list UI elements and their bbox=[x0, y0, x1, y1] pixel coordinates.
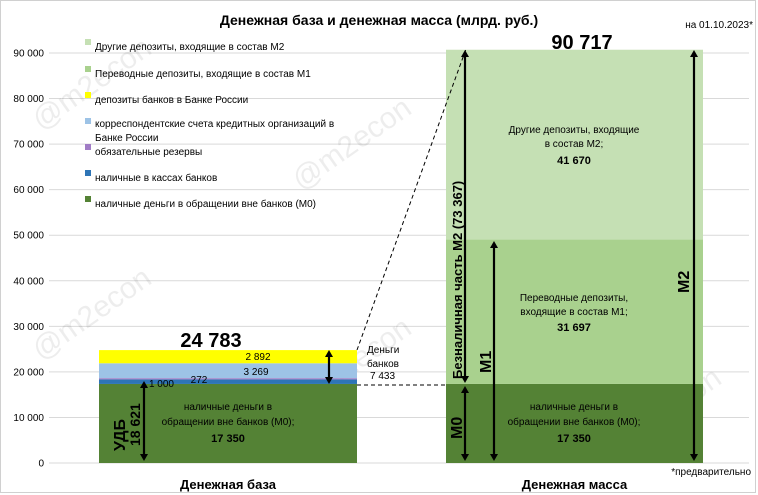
bar-segment bbox=[446, 239, 703, 384]
legend-swatch bbox=[85, 170, 91, 176]
y-tick-label: 70 000 bbox=[13, 140, 44, 151]
arrow-money-banks-head-top bbox=[325, 350, 333, 357]
bar-segment bbox=[99, 383, 357, 463]
segment-label-transfer-dep: входящие в состав М1; bbox=[520, 307, 628, 318]
arrow-noncash-head-top bbox=[461, 50, 469, 57]
udb-label: УДБ bbox=[112, 419, 129, 451]
chart-title: Денежная база и денежная масса (млрд. ру… bbox=[220, 12, 538, 28]
legend-swatch bbox=[85, 144, 91, 150]
bar-segment bbox=[99, 378, 357, 380]
bar-segment bbox=[99, 363, 357, 379]
legend-swatch bbox=[85, 92, 91, 98]
m0-label: М0 bbox=[449, 417, 466, 439]
arrow-m2-head-top bbox=[690, 50, 698, 57]
segment-label-m0-base: наличные деньги в bbox=[184, 402, 272, 413]
segment-label-cash-banks: 1 000 bbox=[149, 379, 174, 390]
bar-segment bbox=[446, 49, 703, 240]
category-label: Денежная масса bbox=[522, 477, 628, 492]
legend-label: Другие депозиты, входящие в состав М2 bbox=[95, 42, 285, 53]
y-tick-label: 90 000 bbox=[13, 49, 44, 60]
segment-label-other-dep: в состав М2; bbox=[545, 139, 604, 150]
segment-label-m0-supply: наличные деньги в bbox=[530, 402, 618, 413]
bar-segment bbox=[99, 379, 357, 384]
money-banks-label: банков bbox=[367, 358, 399, 370]
m2-label: М2 bbox=[676, 271, 693, 293]
total-label: 90 717 bbox=[551, 32, 612, 54]
money-banks-value: 7 433 bbox=[370, 371, 395, 382]
y-tick-label: 60 000 bbox=[13, 185, 44, 196]
arrow-m1-head-top bbox=[490, 241, 498, 248]
legend-label: обязательные резервы bbox=[95, 146, 202, 158]
legend-swatch bbox=[85, 118, 91, 124]
y-tick-label: 80 000 bbox=[13, 94, 44, 105]
y-tick-label: 50 000 bbox=[13, 231, 44, 242]
y-tick-label: 40 000 bbox=[13, 276, 44, 287]
arrow-m0-head-top bbox=[461, 386, 469, 393]
bar-segment bbox=[446, 383, 703, 463]
y-tick-label: 20 000 bbox=[13, 367, 44, 378]
arrow-money-banks-head-bottom bbox=[325, 377, 333, 384]
legend-label: наличные деньги в обращении вне банков (… bbox=[95, 198, 316, 210]
arrow-m2-head-bottom bbox=[690, 454, 698, 461]
category-label: Денежная база bbox=[180, 477, 277, 492]
arrow-udb-head-bottom bbox=[140, 454, 148, 461]
total-label: 24 783 bbox=[180, 330, 241, 352]
legend-label: депозиты банков в Банке России bbox=[95, 94, 248, 106]
legend-label: корреспондентские счета кредитных органи… bbox=[95, 119, 334, 130]
bar-segment bbox=[99, 350, 357, 364]
segment-label-m0-supply: обращении вне банков (М0); bbox=[508, 416, 641, 428]
segment-label-m0-base: обращении вне банков (М0); bbox=[162, 416, 295, 428]
y-tick-label: 0 bbox=[38, 459, 44, 470]
segment-value-transfer-dep: 31 697 bbox=[557, 322, 591, 334]
legend-swatch bbox=[85, 66, 91, 72]
segment-label-transfer-dep: Переводные депозиты, bbox=[520, 293, 628, 304]
segment-value-m0-supply: 17 350 bbox=[557, 433, 591, 445]
legend-swatch bbox=[85, 196, 91, 202]
connector-dashed-top bbox=[356, 48, 467, 351]
money-banks-label: Деньги bbox=[367, 345, 399, 356]
footnote: *предварительно bbox=[671, 467, 751, 478]
segment-label-corr-accounts: 3 269 bbox=[243, 367, 268, 378]
noncash-label: Безналичная часть М2 (73 367) bbox=[450, 181, 465, 379]
date-note: на 01.10.2023* bbox=[685, 20, 753, 31]
y-tick-label: 30 000 bbox=[13, 322, 44, 333]
segment-label-deposits-cbr: 2 892 bbox=[245, 352, 270, 363]
segment-label-reserves: 272 bbox=[191, 375, 208, 386]
arrow-noncash-head-bottom bbox=[461, 376, 469, 383]
legend-swatch bbox=[85, 39, 91, 45]
legend-label: Банке России bbox=[95, 133, 158, 144]
segment-label-other-dep: Другие депозиты, входящие bbox=[509, 125, 640, 136]
udb-value: 18 621 bbox=[127, 403, 143, 446]
arrow-m1-head-bottom bbox=[490, 454, 498, 461]
segment-value-other-dep: 41 670 bbox=[557, 155, 591, 167]
y-tick-label: 10 000 bbox=[13, 413, 44, 424]
legend-label: наличные в кассах банков bbox=[95, 172, 217, 184]
legend-label: Переводные депозиты, входящие в состав М… bbox=[95, 69, 311, 80]
m1-label: М1 bbox=[478, 351, 495, 373]
arrow-m0-head-bottom bbox=[461, 454, 469, 461]
arrow-udb-head-top bbox=[140, 381, 148, 388]
segment-value-m0-base: 17 350 bbox=[211, 433, 245, 445]
